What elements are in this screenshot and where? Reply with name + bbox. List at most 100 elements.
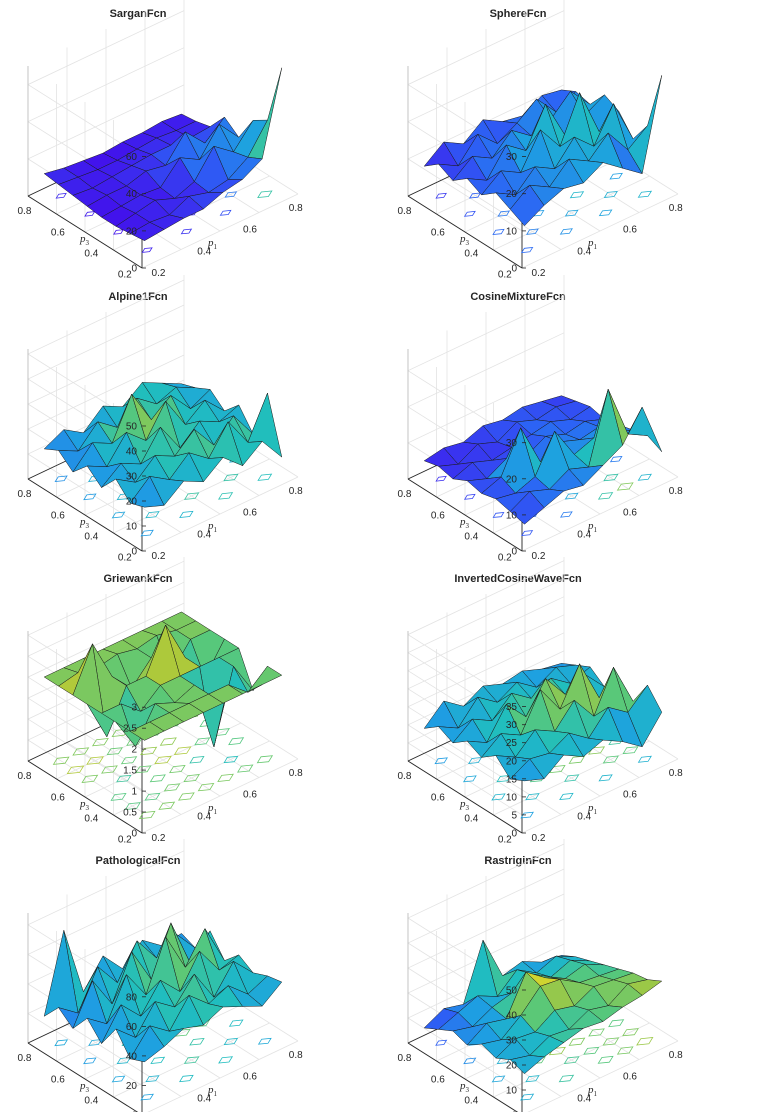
z-tick-label: 1 <box>131 787 137 798</box>
contour-line <box>568 755 586 764</box>
contour-line <box>598 774 613 782</box>
gridline <box>147 1040 299 1112</box>
contour-line <box>521 530 534 536</box>
y-tick-label: 0.4 <box>84 1095 98 1106</box>
y-tick-label: 0.6 <box>431 1074 445 1085</box>
x-axis-label-sub: 1 <box>594 1090 598 1098</box>
contour-line <box>568 1037 586 1046</box>
contour-line <box>463 493 476 500</box>
x-axis-label: p1 <box>587 802 598 816</box>
z-tick-label: 0 <box>511 1111 517 1112</box>
contour-line <box>183 1056 200 1064</box>
y-axis-label: p3 <box>459 233 470 247</box>
contour-line <box>144 792 161 801</box>
surface-patch <box>247 665 283 693</box>
z-tick-label: 0 <box>131 547 137 558</box>
contour-line <box>84 211 96 217</box>
contour-line <box>197 783 215 792</box>
x-tick-label: 0.4 <box>577 246 591 257</box>
contour-line <box>637 190 653 198</box>
x-tick-label: 0.4 <box>197 811 211 822</box>
contour-line <box>223 473 239 482</box>
z-tick-label: 20 <box>126 1081 138 1092</box>
contour-line <box>491 1075 506 1083</box>
contour-line <box>150 1056 166 1064</box>
contour-line <box>83 1057 97 1065</box>
surface-plot-PathologicalFcn: PathologicalFcn0204060800.80.60.40.20.20… <box>17 839 303 1112</box>
y-tick-label: 0.8 <box>397 206 411 217</box>
surface-plot-RastriginFcn: RastriginFcn010203040500.80.60.40.20.20.… <box>397 839 683 1112</box>
x-axis-label: p1 <box>587 520 598 534</box>
z-tick-label: 40 <box>506 1011 518 1022</box>
z-tick-label: 0 <box>511 547 517 558</box>
contour-line <box>149 774 166 783</box>
z-tick-label: 20 <box>506 474 518 485</box>
y-tick-label: 0.6 <box>431 510 445 521</box>
x-tick-label: 0.6 <box>623 790 637 801</box>
contour-line <box>228 737 245 746</box>
surface-plot-CosineMixtureFcn: CosineMixtureFcn 0 10 20 30 0.8 0.6 0.4 0.2 0.2 0.… <box>397 275 683 564</box>
contour-line <box>462 775 477 783</box>
surface-patch <box>509 491 545 525</box>
contour-line <box>559 228 573 235</box>
y-axis-line <box>27 1042 139 1112</box>
contour-line <box>135 765 152 774</box>
contour-line <box>608 1019 625 1028</box>
contour-line <box>257 1037 272 1045</box>
x-tick-label: 0.8 <box>669 486 683 497</box>
contour-line <box>54 475 68 482</box>
plot-title: RastriginFcn <box>484 855 552 867</box>
contour-line <box>217 773 234 782</box>
x-tick-label: 0.2 <box>532 551 546 562</box>
contour-line <box>463 1057 477 1065</box>
contour-line <box>110 793 127 801</box>
y-axis-label: p3 <box>79 798 90 812</box>
contour-line <box>257 190 273 198</box>
y-tick-label: 0.2 <box>118 553 132 564</box>
y-tick-label: 0.4 <box>84 531 98 542</box>
y-axis-label-sub: 3 <box>466 1086 470 1094</box>
contour-line <box>183 492 200 500</box>
z-tick-label: 40 <box>126 447 138 458</box>
contour-line <box>145 511 160 519</box>
x-tick-label: 0.2 <box>152 551 166 562</box>
contour-line <box>111 1075 126 1083</box>
contour-line <box>223 755 239 764</box>
contour-line <box>588 1028 605 1037</box>
z-tick-label: 2 <box>131 745 137 756</box>
z-tick-label: 10 <box>506 226 518 237</box>
surface-patch <box>129 222 165 241</box>
x-tick-label: 0.6 <box>623 508 637 519</box>
x-tick-label: 0.2 <box>532 268 546 279</box>
x-axis-label: p1 <box>207 520 218 534</box>
z-tick-label: 60 <box>126 1022 138 1033</box>
contour-line <box>616 482 634 491</box>
contour-line <box>224 191 238 198</box>
contour-line <box>622 746 639 755</box>
contour-line <box>558 1074 575 1083</box>
x-tick-label: 0.6 <box>243 225 257 236</box>
contour-line <box>194 737 211 746</box>
contour-line <box>609 456 623 463</box>
contour-line <box>54 1039 69 1047</box>
contour-line <box>602 1037 620 1046</box>
x-tick-label: 0.4 <box>577 811 591 822</box>
contour-line <box>140 746 158 756</box>
z-tick-label: 30 <box>506 438 518 449</box>
z-tick-label: 20 <box>506 189 518 200</box>
x-axis-label: p1 <box>207 237 218 251</box>
z-tick-label: 5 <box>511 810 517 821</box>
y-axis-line <box>407 195 523 269</box>
contour-line <box>141 247 153 253</box>
x-axis-label-sub: 1 <box>214 808 218 816</box>
x-tick-label: 0.8 <box>669 203 683 214</box>
y-tick-label: 0.8 <box>17 489 31 500</box>
y-tick-label: 0.2 <box>118 835 132 846</box>
contour-line <box>218 492 234 500</box>
surface-plot-SphereFcn: SphereFcn 0 10 20 30 0.8 0.6 0.4 0.2 0.2 0.4 0.6 0.8… <box>397 0 683 281</box>
x-tick-label: 0.8 <box>289 1050 303 1061</box>
contour-line <box>116 774 132 783</box>
y-tick-label: 0.4 <box>464 248 478 259</box>
x-axis-label: p1 <box>587 1084 598 1098</box>
z-tick-label: 50 <box>506 986 518 997</box>
